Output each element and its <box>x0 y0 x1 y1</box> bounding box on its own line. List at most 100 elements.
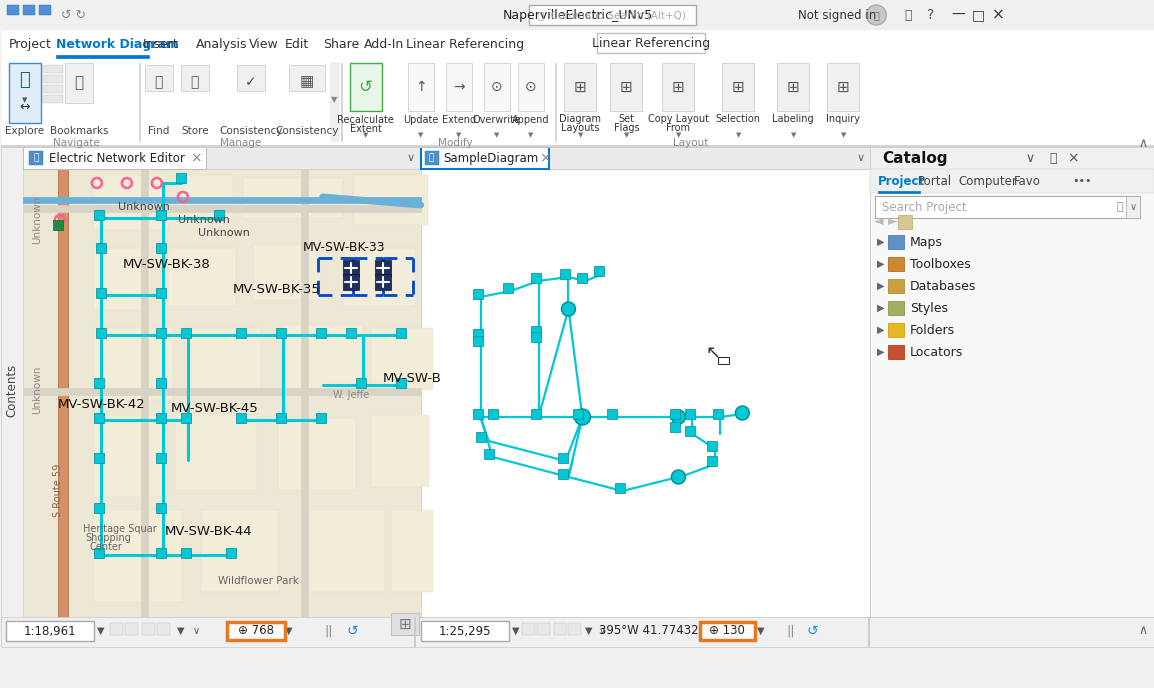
Text: 🔍: 🔍 <box>1117 202 1123 212</box>
Bar <box>23 5 35 15</box>
Text: ⊞: ⊞ <box>398 616 411 632</box>
Bar <box>23 147 420 169</box>
Bar <box>889 345 905 359</box>
Bar <box>522 623 534 635</box>
Text: ↑: ↑ <box>414 80 427 94</box>
Text: ▼: ▼ <box>22 97 28 103</box>
Bar <box>529 5 696 25</box>
Text: ||: || <box>786 625 795 638</box>
Bar <box>156 210 166 220</box>
Bar <box>370 415 428 487</box>
Bar <box>53 220 63 230</box>
Bar <box>343 248 414 306</box>
Text: 1:18,961: 1:18,961 <box>23 625 76 638</box>
Text: Electric Network Editor: Electric Network Editor <box>48 151 185 164</box>
Bar <box>484 449 494 459</box>
Bar <box>1 30 1154 58</box>
Text: ∨: ∨ <box>856 153 864 163</box>
Text: Catalog: Catalog <box>882 151 947 166</box>
Text: View: View <box>249 38 278 50</box>
Text: Modify: Modify <box>439 138 473 148</box>
Bar <box>96 288 106 298</box>
Bar <box>1 0 1154 30</box>
Text: ⊞: ⊞ <box>732 80 744 94</box>
Bar <box>92 175 167 230</box>
Bar <box>889 257 905 271</box>
Bar <box>685 409 696 419</box>
Bar <box>156 413 166 423</box>
Bar <box>156 328 166 338</box>
Bar <box>142 623 155 635</box>
Bar <box>227 622 285 640</box>
Text: 🗺: 🗺 <box>33 153 38 162</box>
Circle shape <box>672 410 685 424</box>
Bar <box>181 548 190 558</box>
Text: →: → <box>452 80 464 94</box>
Text: ↺ ↻: ↺ ↻ <box>61 8 85 21</box>
Text: Recalculate: Recalculate <box>337 115 395 125</box>
Text: 🧭: 🧭 <box>20 71 30 89</box>
Text: Project: Project <box>878 175 926 188</box>
Text: —: — <box>951 8 965 22</box>
Bar <box>242 178 343 218</box>
Bar <box>29 151 43 165</box>
Text: ▼: ▼ <box>97 626 105 636</box>
Text: ▼: ▼ <box>527 132 533 138</box>
Bar <box>141 169 148 617</box>
Bar <box>355 378 366 388</box>
Bar <box>55 55 149 58</box>
Text: Set: Set <box>619 114 635 124</box>
Bar <box>420 621 509 641</box>
Text: MV-SW-BK-44: MV-SW-BK-44 <box>165 525 253 538</box>
Bar <box>181 65 209 91</box>
Text: ▼: ▼ <box>735 132 741 138</box>
Text: ↺: ↺ <box>347 624 359 638</box>
Text: Add-In: Add-In <box>364 38 404 50</box>
Bar <box>420 169 870 617</box>
Text: W. Jeffe: W. Jeffe <box>332 390 369 400</box>
Bar <box>559 469 569 479</box>
Bar <box>181 328 190 338</box>
Text: Layout: Layout <box>673 138 709 148</box>
Text: ↔: ↔ <box>20 100 30 114</box>
Bar <box>301 169 308 617</box>
Text: Computer: Computer <box>958 175 1017 188</box>
Text: ▼: ▼ <box>757 626 764 636</box>
Text: Project: Project <box>9 38 52 50</box>
Text: Insert: Insert <box>143 38 179 50</box>
Bar <box>473 289 482 299</box>
Bar <box>175 173 186 183</box>
Bar <box>396 328 405 338</box>
Bar <box>23 197 420 203</box>
Text: Favo: Favo <box>1014 175 1041 188</box>
Bar <box>707 456 718 466</box>
Bar <box>502 283 512 293</box>
Bar <box>700 622 756 640</box>
Text: Navigate: Navigate <box>53 138 99 148</box>
Text: Maps: Maps <box>911 235 943 248</box>
Bar <box>1 58 1154 148</box>
Text: ▦: ▦ <box>300 74 314 89</box>
Bar <box>92 415 165 497</box>
Bar <box>889 279 905 293</box>
Text: ✓: ✓ <box>245 75 256 89</box>
Bar <box>889 323 905 337</box>
Bar <box>23 169 420 617</box>
Bar <box>350 63 382 111</box>
Bar <box>517 63 544 111</box>
Text: Layouts: Layouts <box>561 123 600 133</box>
Bar <box>283 325 362 390</box>
Text: ⊙: ⊙ <box>490 80 502 94</box>
Text: Explore: Explore <box>6 126 45 136</box>
Bar <box>475 432 486 442</box>
Text: ▶: ▶ <box>877 303 885 313</box>
Bar <box>569 623 582 635</box>
Bar <box>1 617 1154 647</box>
Bar <box>167 248 235 306</box>
Bar <box>145 65 173 91</box>
Bar <box>391 613 419 635</box>
Bar <box>531 409 540 419</box>
Text: Flags: Flags <box>614 123 639 133</box>
Text: Update: Update <box>403 115 439 125</box>
Bar <box>156 453 166 463</box>
